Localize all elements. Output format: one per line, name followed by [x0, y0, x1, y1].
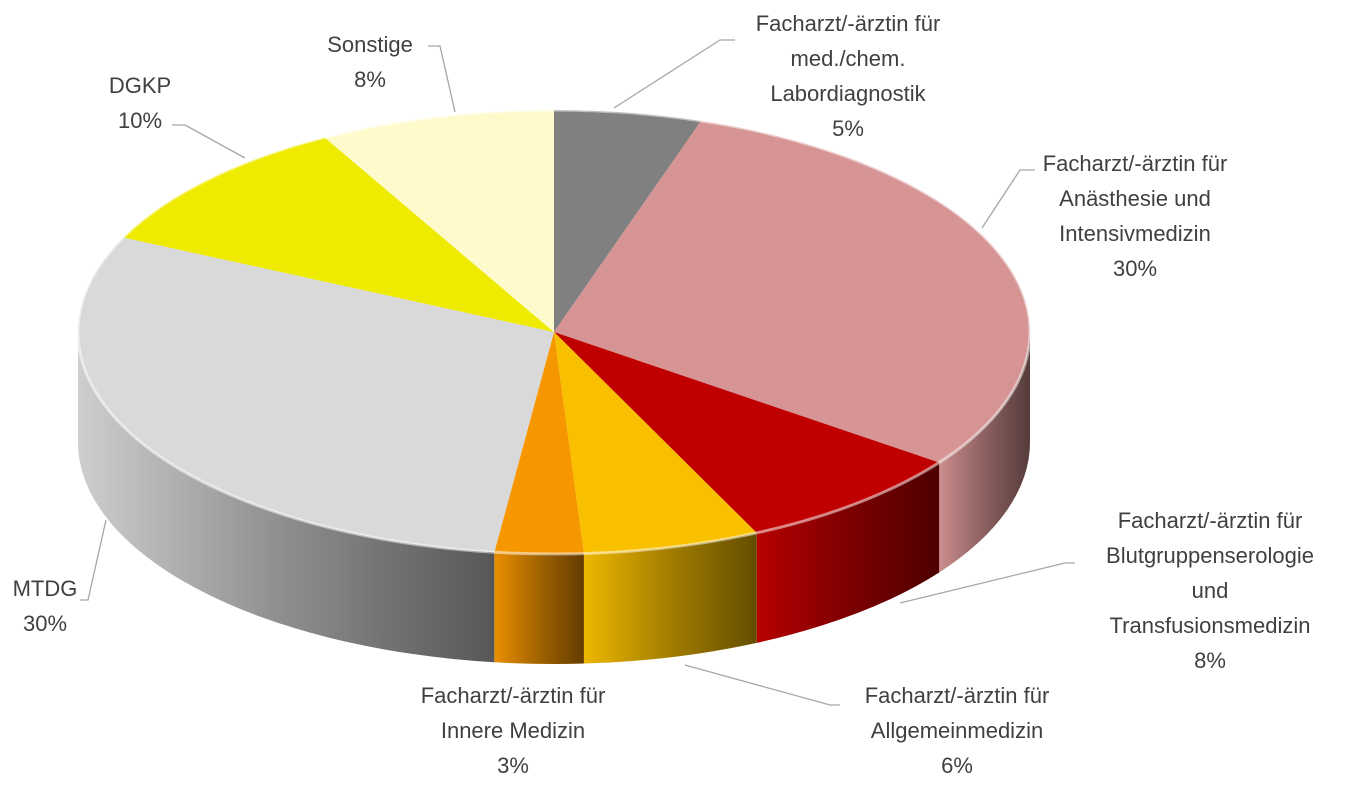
- pie-slice: [78, 237, 555, 553]
- leader-line: [981, 169, 1035, 229]
- pie-side-shade: [756, 462, 940, 643]
- pie-slice: [123, 137, 555, 332]
- leader-line: [80, 519, 107, 601]
- pie-slice: [554, 110, 702, 332]
- value-label: 5%: [832, 116, 864, 141]
- pie-side-shade: [583, 532, 757, 664]
- category-label: Facharzt/-ärztin für Innere Medizin: [421, 683, 606, 743]
- leader-line: [613, 39, 735, 109]
- leader-line: [172, 124, 246, 159]
- category-label: Facharzt/-ärztin für Blutgruppenserologie…: [1106, 508, 1314, 638]
- value-label: 6%: [941, 753, 973, 778]
- pie-rim: [76, 108, 1032, 556]
- value-label: 30%: [23, 611, 67, 636]
- pie-slice: [324, 110, 554, 332]
- pie-side-shade: [939, 332, 1030, 573]
- pie-slice: [554, 332, 940, 533]
- value-label: 30%: [1113, 256, 1157, 281]
- value-label: 8%: [1194, 648, 1226, 673]
- value-label: 3%: [497, 753, 529, 778]
- category-label: Facharzt/-ärztin für med./chem. Labordiagn…: [756, 11, 941, 106]
- pie-slice: [554, 120, 1030, 463]
- value-label: 8%: [354, 67, 386, 92]
- leader-line: [428, 45, 456, 113]
- category-label: Sonstige: [327, 32, 413, 57]
- pie-side-shade: [78, 332, 495, 663]
- value-label: 10%: [118, 108, 162, 133]
- category-label: Facharzt/-ärztin für Allgemeinmedizin: [865, 683, 1050, 743]
- leader-line: [684, 664, 840, 706]
- leader-line: [899, 562, 1075, 604]
- pie-slice: [554, 332, 757, 554]
- pie-slice: [494, 332, 584, 555]
- pie-side-shade: [494, 552, 584, 665]
- category-label: Facharzt/-ärztin für Anästhesie und Intens…: [1043, 151, 1228, 246]
- category-label: DGKP: [109, 73, 171, 98]
- category-label: MTDG: [13, 576, 78, 601]
